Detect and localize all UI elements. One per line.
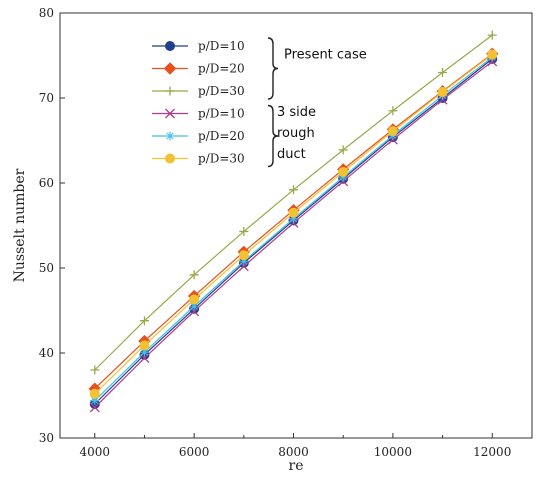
legend-entry-3: p/D=30	[152, 84, 245, 98]
data-point	[289, 185, 299, 195]
legend-label: p/D=10	[198, 39, 245, 53]
legend-marker	[165, 86, 175, 96]
x-tick-label: 4000	[80, 445, 111, 459]
data-point	[388, 106, 398, 116]
data-point	[438, 68, 448, 77]
legend-entry-2: p/D=20	[152, 62, 245, 76]
data-point	[239, 256, 249, 266]
data-point	[189, 270, 199, 280]
data-point	[338, 145, 348, 155]
legend: p/D=10 p/D=20 p/D=30 p/D=10 p/D=20 p/D=30 Pres…	[152, 37, 367, 168]
legend-label: p/D=20	[198, 62, 245, 76]
legend-group-label-line: rough	[277, 126, 315, 141]
legend-marker	[165, 153, 175, 164]
data-point	[89, 402, 100, 413]
legend-marker	[165, 131, 175, 141]
legend-entry-1: p/D=10	[152, 39, 245, 53]
legend-label: p/D=10	[198, 107, 245, 121]
data-point	[89, 388, 100, 399]
legend-brace-present-case	[267, 37, 279, 100]
legend-group-label-present-case: Present case	[284, 48, 367, 63]
data-point	[238, 250, 249, 261]
data-point	[387, 126, 398, 137]
y-tick-label: 80	[39, 6, 54, 20]
data-point	[139, 347, 149, 357]
plot-frame	[59, 12, 533, 439]
x-tick-label: 10000	[374, 445, 412, 459]
data-point	[338, 172, 348, 182]
y-axis-title: Nusselt number	[12, 168, 28, 282]
x-axis-title: re	[289, 458, 304, 474]
data-point	[338, 166, 349, 177]
legend-label: p/D=20	[198, 129, 245, 143]
y-tick-label: 70	[39, 91, 54, 105]
legend-entry-6: p/D=30	[152, 152, 245, 166]
series-6	[89, 49, 498, 399]
data-point	[90, 365, 100, 375]
x-tick-label: 8000	[278, 445, 309, 459]
legend-marker	[165, 41, 175, 51]
data-point	[437, 87, 448, 98]
y-tick-label: 60	[39, 176, 54, 190]
data-point	[139, 340, 150, 351]
x-tick-label: 6000	[179, 445, 210, 459]
series-line	[94, 34, 493, 371]
legend-entry-5: p/D=20	[152, 129, 245, 143]
data-point	[239, 226, 249, 236]
legend-entry-4: p/D=10	[152, 107, 245, 121]
plot-area	[59, 12, 533, 439]
axes: 30 40 50 60 70 80 4000 6000 8000 10000 12000	[39, 6, 512, 459]
legend-marker	[163, 62, 177, 75]
legend-label: p/D=30	[198, 84, 245, 98]
y-tick-label: 50	[39, 261, 54, 275]
data-point	[487, 49, 498, 60]
series-layer	[88, 30, 499, 413]
data-point	[487, 30, 497, 40]
legend-brace-3-side-rough-duct	[267, 104, 279, 168]
legend-label: p/D=30	[198, 152, 245, 166]
data-point	[139, 316, 149, 326]
data-point	[189, 294, 200, 305]
legend-group-label-line: duct	[277, 147, 306, 162]
data-point	[189, 301, 199, 311]
data-point	[289, 214, 299, 224]
legend-group-label-line: 3 side	[277, 105, 316, 120]
legend-marker	[165, 108, 175, 119]
data-point	[90, 396, 100, 406]
y-tick-label: 30	[39, 431, 54, 445]
x-tick-label: 12000	[473, 445, 511, 459]
series-3	[90, 30, 497, 375]
y-tick-label: 40	[39, 346, 54, 360]
data-point	[288, 207, 299, 218]
